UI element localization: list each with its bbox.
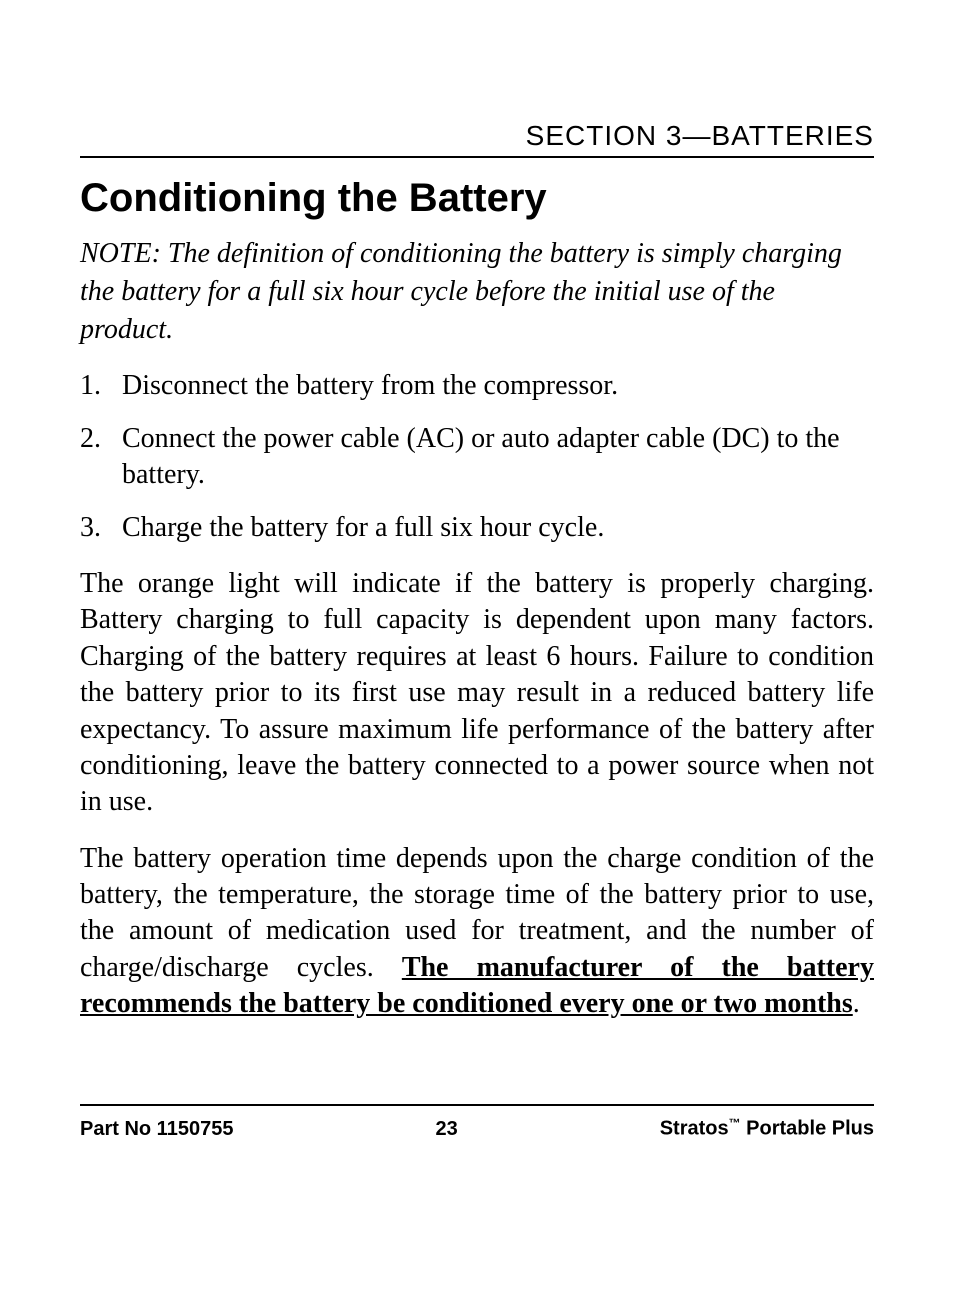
footer-page-number: 23	[435, 1118, 457, 1141]
footer-product-name: Stratos™ Portable Plus	[660, 1116, 874, 1141]
section-header: SECTION 3—BATTERIES	[80, 120, 874, 158]
footer-part-no: Part No 1150755	[80, 1118, 233, 1141]
trademark-symbol: ™	[729, 1116, 741, 1130]
note-paragraph: NOTE: The definition of conditioning the…	[80, 235, 874, 348]
list-item: 3. Charge the battery for a full six hou…	[80, 510, 874, 546]
body-paragraph: The battery operation time depends upon …	[80, 841, 874, 1023]
step-number: 1.	[80, 368, 122, 404]
step-text: Connect the power cable (AC) or auto ada…	[122, 421, 874, 494]
list-item: 1. Disconnect the battery from the compr…	[80, 368, 874, 404]
footer-rule	[80, 1104, 874, 1106]
step-number: 2.	[80, 421, 122, 494]
step-number: 3.	[80, 510, 122, 546]
product-name-post: Portable Plus	[741, 1118, 874, 1140]
document-page: SECTION 3—BATTERIES Conditioning the Bat…	[0, 0, 954, 1023]
product-name-pre: Stratos	[660, 1118, 729, 1140]
page-footer: Part No 1150755 23 Stratos™ Portable Plu…	[80, 1104, 874, 1141]
list-item: 2. Connect the power cable (AC) or auto …	[80, 421, 874, 494]
steps-list: 1. Disconnect the battery from the compr…	[80, 368, 874, 546]
paragraph-text: .	[853, 988, 860, 1019]
footer-row: Part No 1150755 23 Stratos™ Portable Plu…	[80, 1116, 874, 1141]
page-title: Conditioning the Battery	[80, 176, 874, 221]
step-text: Disconnect the battery from the compress…	[122, 368, 874, 404]
step-text: Charge the battery for a full six hour c…	[122, 510, 874, 546]
body-paragraph: The orange light will indicate if the ba…	[80, 566, 874, 821]
